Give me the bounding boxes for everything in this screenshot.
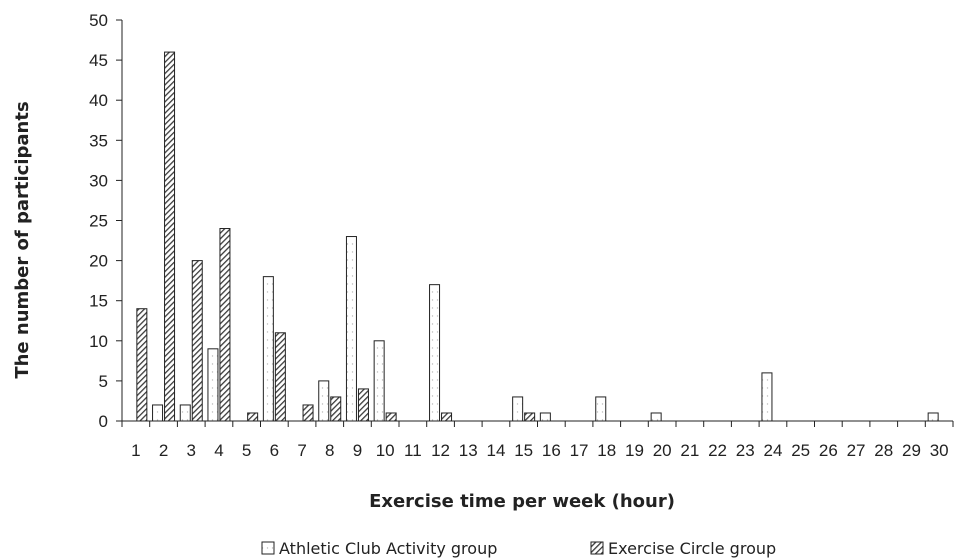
bar-exercise-circle (330, 396, 342, 422)
x-tick-label: 30 (930, 441, 949, 460)
y-tick-label: 30 (89, 171, 108, 190)
bar-exercise-circle (441, 412, 453, 422)
y-axis-title: The number of participants (12, 101, 33, 378)
bar-athletic-club (595, 396, 607, 422)
x-tick-label: 13 (459, 441, 478, 460)
bar-athletic-club (152, 404, 164, 422)
bar-exercise-circle (191, 260, 203, 422)
legend: Athletic Club Activity group Exercise Ci… (261, 539, 776, 558)
bar-exercise-circle (302, 404, 314, 422)
y-tick-label: 25 (89, 212, 108, 231)
x-tick-label: 24 (763, 441, 782, 460)
y-tick-label: 0 (99, 412, 108, 431)
y-axis-ticks: 0 5 10 15 20 25 30 35 40 45 50 (89, 11, 122, 431)
bar-athletic-club (650, 412, 662, 422)
bar-athletic-club (512, 396, 524, 422)
x-tick-label: 23 (736, 441, 755, 460)
x-tick-label: 27 (847, 441, 866, 460)
bar-athletic-club (429, 284, 441, 422)
bar-exercise-circle (274, 332, 286, 422)
x-tick-label: 7 (297, 441, 306, 460)
bar-exercise-circle (219, 228, 231, 422)
x-tick-label: 19 (625, 441, 644, 460)
x-tick-label: 20 (653, 441, 672, 460)
legend-swatch-circle (590, 541, 604, 555)
y-tick-label: 50 (89, 11, 108, 30)
x-tick-label: 5 (242, 441, 251, 460)
y-tick-label: 35 (89, 131, 108, 150)
bar-athletic-club (539, 412, 551, 422)
y-tick-label: 45 (89, 51, 108, 70)
x-tick-label: 22 (708, 441, 727, 460)
bar-athletic-club (207, 348, 219, 422)
bar-athletic-club (262, 276, 274, 422)
x-tick-label: 17 (570, 441, 589, 460)
bar-exercise-circle (385, 412, 397, 422)
x-tick-label: 26 (819, 441, 838, 460)
legend-item-athletic: Athletic Club Activity group (261, 539, 497, 558)
x-tick-label: 28 (874, 441, 893, 460)
x-tick-label: 11 (404, 441, 422, 460)
y-tick-label: 40 (89, 91, 108, 110)
legend-swatch-athletic (261, 541, 275, 555)
y-tick-label: 20 (89, 252, 108, 271)
x-tick-label: 25 (791, 441, 810, 460)
bar-exercise-circle (247, 412, 259, 422)
x-tick-label: 29 (902, 441, 921, 460)
x-tick-label: 1 (131, 441, 140, 460)
x-tick-label: 4 (214, 441, 223, 460)
x-tick-label: 14 (486, 441, 505, 460)
y-tick-label: 5 (99, 372, 108, 391)
bar-athletic-club (179, 404, 191, 422)
x-tick-label: 16 (542, 441, 561, 460)
bar-athletic-club (373, 340, 385, 422)
x-tick-label: 6 (270, 441, 279, 460)
bars-group (136, 51, 939, 422)
legend-label-athletic: Athletic Club Activity group (279, 539, 497, 558)
bar-exercise-circle (524, 412, 536, 422)
bar-athletic-club (761, 372, 773, 422)
x-tick-label: 15 (514, 441, 533, 460)
x-axis-ticks: 1 2 3 4 5 6 7 8 9 10 11 12 13 14 15 16 17 18 19 20 21 22 23 24 2… (121, 421, 954, 460)
bar-athletic-club (927, 412, 939, 422)
x-tick-label: 10 (376, 441, 395, 460)
bar-exercise-circle (357, 388, 369, 422)
x-tick-label: 2 (159, 441, 168, 460)
bar-exercise-circle (136, 308, 148, 422)
bar-athletic-club (345, 236, 357, 422)
x-tick-label: 21 (680, 441, 699, 460)
legend-item-circle: Exercise Circle group (590, 539, 776, 558)
bar-athletic-club (318, 380, 330, 422)
x-tick-label: 8 (325, 441, 334, 460)
y-tick-label: 15 (89, 292, 108, 311)
x-tick-label: 3 (187, 441, 196, 460)
x-axis-title: Exercise time per week (hour) (369, 491, 675, 512)
bar-exercise-circle (164, 51, 176, 422)
x-tick-label: 9 (353, 441, 362, 460)
y-tick-label: 10 (89, 332, 108, 351)
x-tick-label: 12 (431, 441, 450, 460)
x-tick-label: 18 (597, 441, 616, 460)
legend-label-circle: Exercise Circle group (608, 539, 776, 558)
